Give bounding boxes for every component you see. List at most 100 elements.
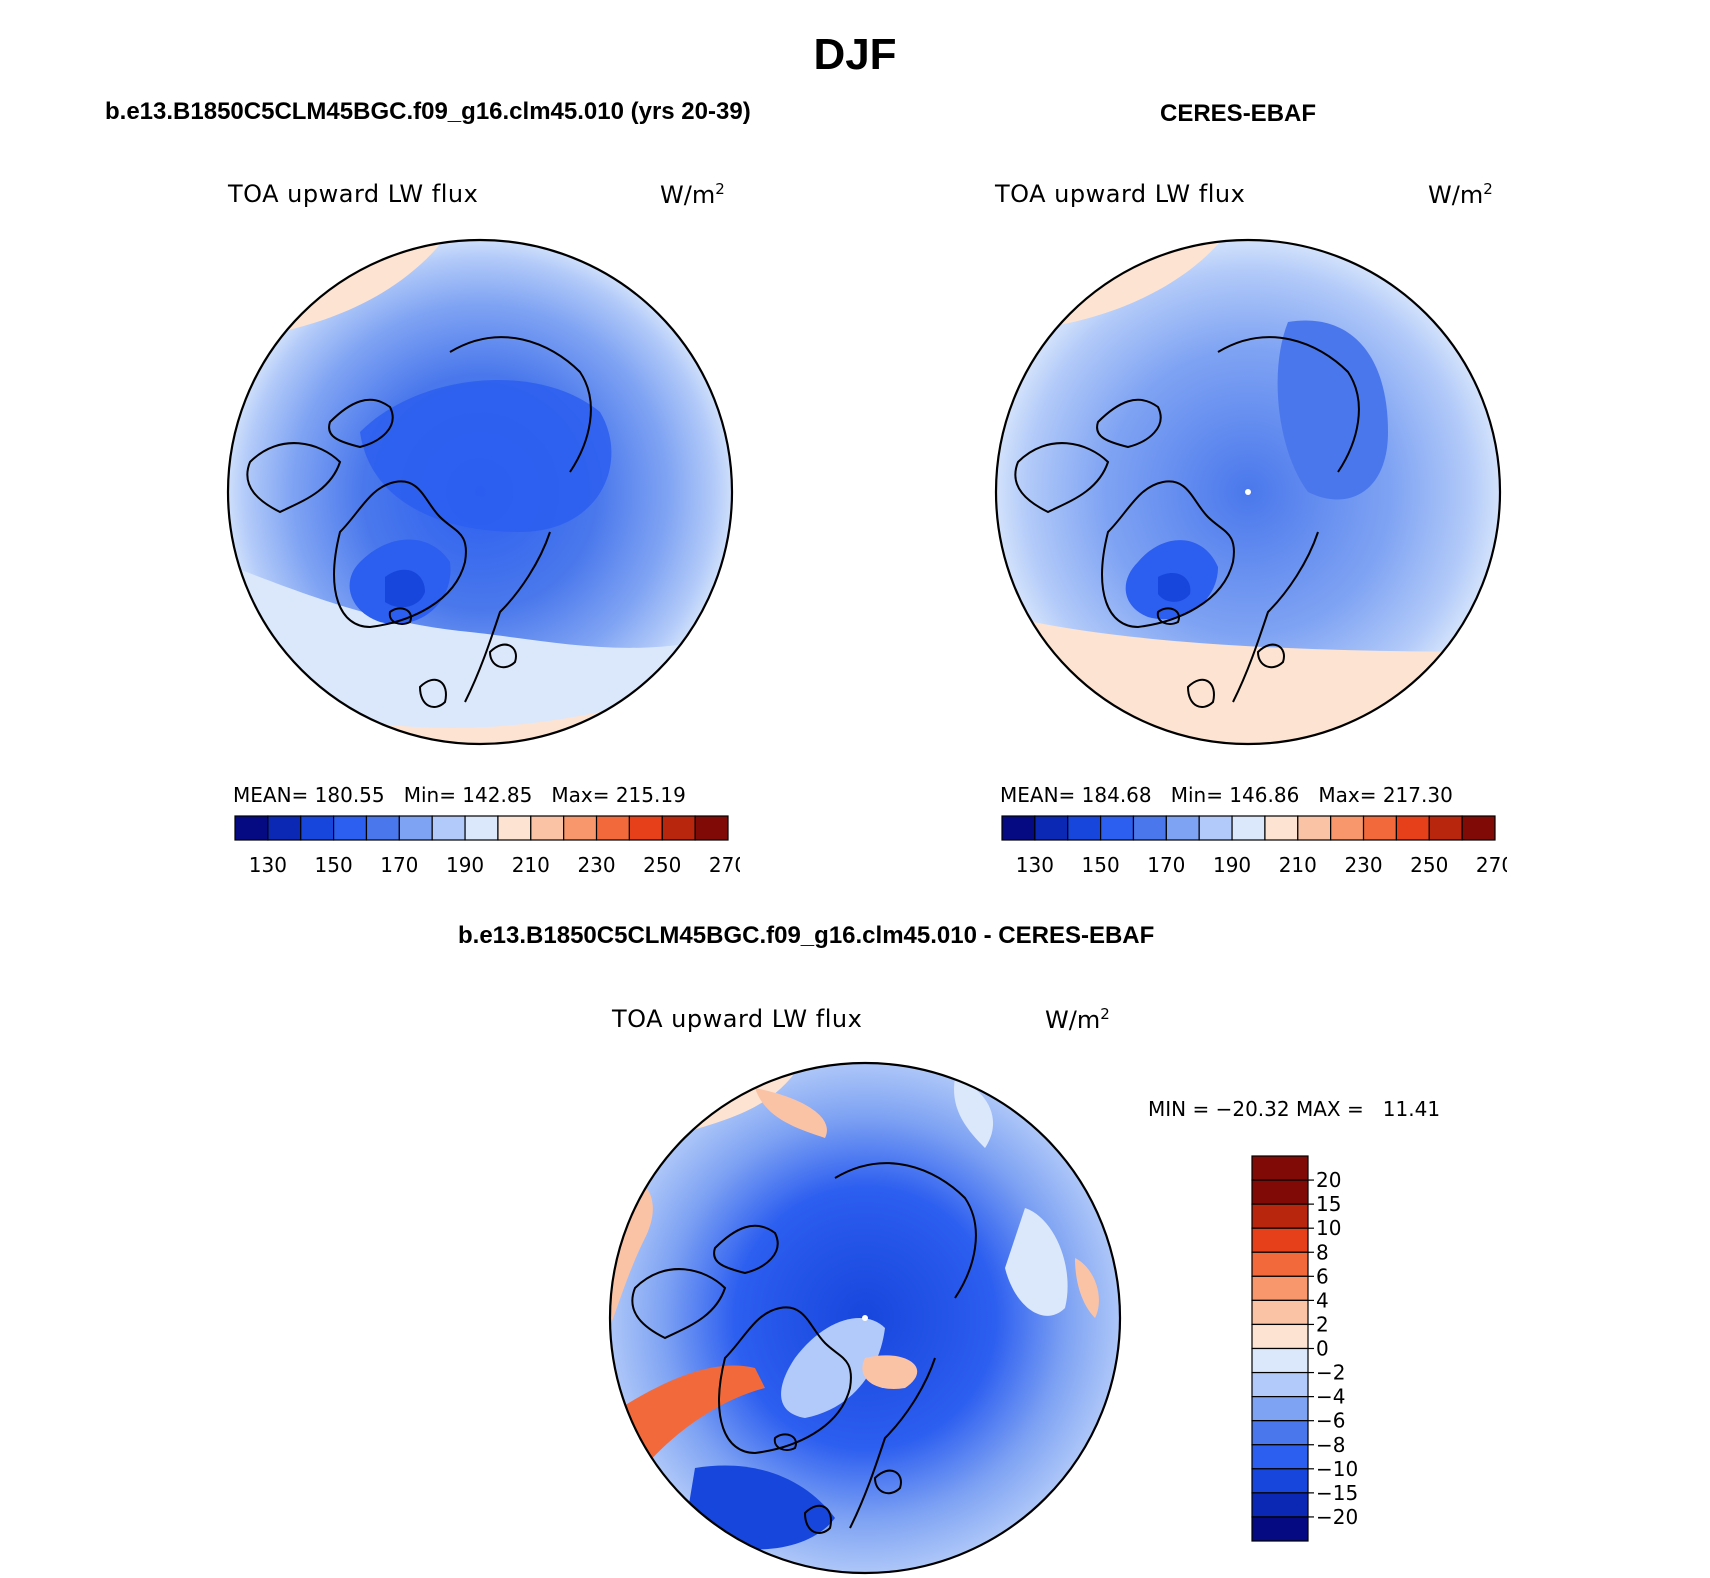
colorbar-box [1231,815,1266,841]
colorbar-box [464,815,499,841]
colorbar-tick-label: 170 [380,853,418,877]
colorbar-box [1067,815,1102,841]
colorbar-box [267,815,302,841]
colorbar-tick-label: 150 [315,853,353,877]
colorbar-box [1251,1251,1309,1277]
colorbar-box [365,815,400,841]
panel-3-title: b.e13.B1850C5CLM45BGC.f09_g16.clm45.010 … [458,922,1155,949]
map-1-border [226,238,734,746]
colorbar-box [1251,1468,1309,1494]
panel-1-stats: MEAN= 180.55 Min= 142.85 Max= 215.19 [233,783,686,807]
colorbar-tick-label: 230 [577,853,615,877]
map-1-coastlines [246,336,592,708]
colorbar-box [300,815,335,841]
colorbar-box [1251,1371,1309,1398]
colorbar-box [1251,1396,1309,1422]
colorbar-box [563,815,598,841]
colorbar-box [1198,815,1233,841]
colorbar-box [431,815,466,841]
colorbar-box [530,815,565,841]
colorbar-tick-label: 250 [1410,853,1448,877]
colorbar-box [1251,1516,1309,1542]
map-panel-2 [994,238,1502,746]
colorbar-tick-label: −4 [1316,1385,1345,1409]
colorbar-tick-label: 130 [249,853,287,877]
colorbar-box [398,815,433,841]
colorbar-box [1395,815,1430,841]
colorbar-tick-label: 190 [1213,853,1251,877]
colorbar-tick-label: −10 [1316,1457,1358,1481]
colorbar-tick-label: 2 [1316,1312,1329,1336]
colorbar-box [628,815,663,841]
colorbar-box [1251,1227,1309,1253]
colorbar-box [1251,1179,1309,1205]
colorbar-box [1251,1492,1309,1518]
colorbar-box [1251,1203,1309,1229]
colorbar-tick-label: 230 [1344,853,1382,877]
colorbar-tick-label: 150 [1082,853,1120,877]
colorbar-box [1428,815,1463,841]
colorbar-box [1132,815,1167,841]
colorbar-box [1362,815,1397,841]
colorbar-box [1001,815,1036,841]
map-2-coastlines [1014,336,1360,708]
colorbar-tick-label: −6 [1316,1409,1345,1433]
colorbar-tick-label: 4 [1316,1288,1329,1312]
colorbar-box [1251,1299,1309,1326]
colorbar-box [694,815,729,841]
colorbar-tick-label: 15 [1316,1192,1341,1216]
map-3-pole-marker [862,1315,868,1321]
panel-1-variable: TOA upward LW flux [228,180,479,208]
map-3-coastlines [631,1162,977,1534]
colorbar-tick-label: 20 [1316,1168,1341,1192]
colorbar-box [1297,815,1332,841]
colorbar-box [332,815,368,841]
figure-title: DJF [813,30,897,79]
colorbar-tick-label: 0 [1316,1337,1329,1361]
colorbar-box [1251,1275,1309,1301]
map-3-field [610,1063,1120,1573]
map-panel-1 [226,238,734,746]
colorbar-box [1034,815,1069,841]
colorbar-tick-label: 210 [512,853,550,877]
colorbar-tick-label: 8 [1316,1240,1329,1264]
colorbar-panel-1: 130 150 170 190 210 230 250 270 [234,815,740,877]
colorbar-tick-label: 170 [1147,853,1185,877]
colorbar-tick-label: 10 [1316,1216,1341,1240]
map-2-pole-marker [1245,489,1251,495]
panel-3-units: W/m2 [1045,1005,1110,1034]
colorbar-box [497,815,532,841]
panel-2-stats: MEAN= 184.68 Min= 146.86 Max= 217.30 [1000,783,1453,807]
colorbar-box [1330,815,1365,841]
panel-2-units: W/m2 [1428,180,1493,209]
colorbar-box [1251,1155,1309,1181]
colorbar-box [595,815,630,841]
colorbar-box [661,815,696,841]
colorbar-tick-label: 250 [643,853,681,877]
map-1-field [228,240,732,744]
colorbar-tick-label: 130 [1016,853,1054,877]
panel-1-title: b.e13.B1850C5CLM45BGC.f09_g16.clm45.010 … [105,98,751,125]
colorbar-box [234,815,269,841]
colorbar-tick-label: 190 [446,853,484,877]
panel-3-stats: MIN = −20.32 MAX = 11.41 [1148,1097,1441,1121]
colorbar-panel-2: 130 150 170 190 210 230 250 270 [1001,815,1507,877]
panel-1-units: W/m2 [660,180,725,209]
colorbar-tick-label: 210 [1279,853,1317,877]
colorbar-tick-label: −20 [1316,1505,1358,1529]
colorbar-box [1099,815,1135,841]
panel-2-variable: TOA upward LW flux [995,180,1246,208]
colorbar-box [1165,815,1200,841]
colorbar-box [1251,1420,1309,1446]
panel-2-title: CERES-EBAF [1160,100,1317,127]
panel-3-variable: TOA upward LW flux [612,1005,863,1033]
colorbar-tick-label: −8 [1316,1433,1345,1457]
colorbar-tick-label: 270 [709,853,740,877]
colorbar-tick-label: −2 [1316,1361,1345,1385]
colorbar-box [1251,1323,1309,1350]
map-2-border [994,238,1502,746]
colorbar-box [1461,815,1496,841]
map-panel-3 [608,1061,1122,1575]
colorbar-tick-label: −15 [1316,1481,1358,1505]
